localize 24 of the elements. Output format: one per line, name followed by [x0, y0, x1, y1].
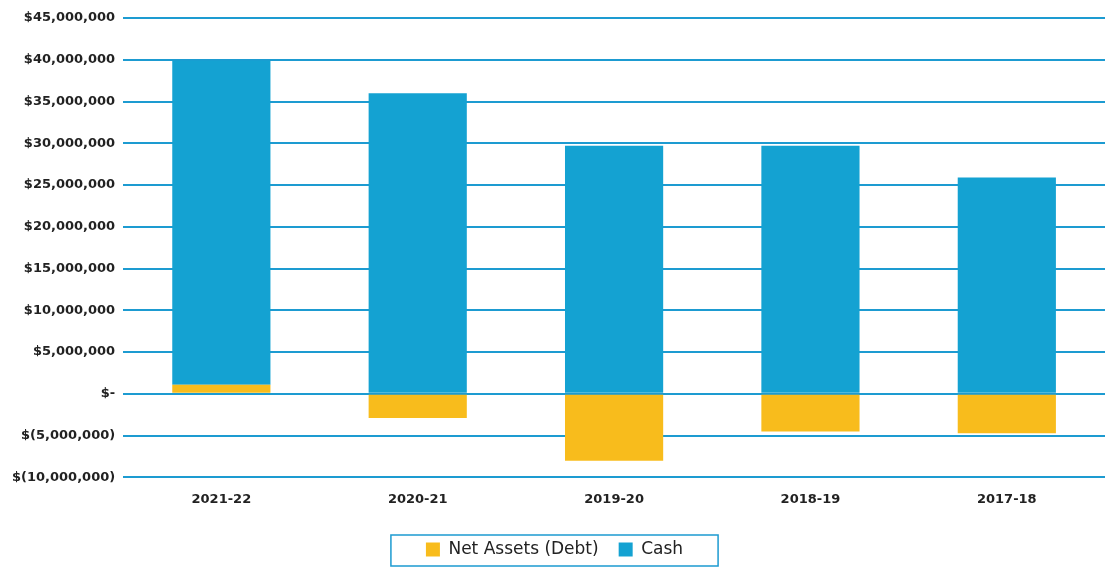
bar [564, 394, 664, 461]
bar [368, 394, 467, 419]
x-tick-label: 2017-18 [976, 490, 1037, 506]
y-tick-label: $40,000,000 [23, 51, 116, 67]
bar [761, 394, 860, 432]
y-tick-label: $10,000,000 [23, 301, 116, 317]
y-tick-label: $35,000,000 [23, 92, 116, 108]
x-tick-label: 2018-19 [780, 490, 841, 506]
legend-label: Cash [641, 537, 684, 558]
y-tick-label: $20,000,000 [23, 218, 116, 234]
y-tick-label: $(10,000,000) [12, 468, 116, 484]
x-tick-label: 2019-20 [584, 490, 644, 506]
x-tick-label: 2021-22 [191, 490, 252, 506]
y-tick-label: $(5,000,000) [21, 427, 116, 443]
bar [172, 384, 271, 393]
y-tick-label: $45,000,000 [23, 9, 116, 25]
y-tick-label: $- [100, 385, 116, 401]
legend-label: Net Assets (Debt) [448, 537, 599, 558]
y-tick-label: $15,000,000 [23, 259, 116, 275]
x-tick-label: 2020-21 [387, 490, 448, 506]
y-tick-label: $30,000,000 [23, 134, 116, 150]
bar [957, 394, 1056, 434]
y-tick-label: $5,000,000 [32, 343, 116, 359]
y-tick-label: $25,000,000 [23, 176, 116, 192]
